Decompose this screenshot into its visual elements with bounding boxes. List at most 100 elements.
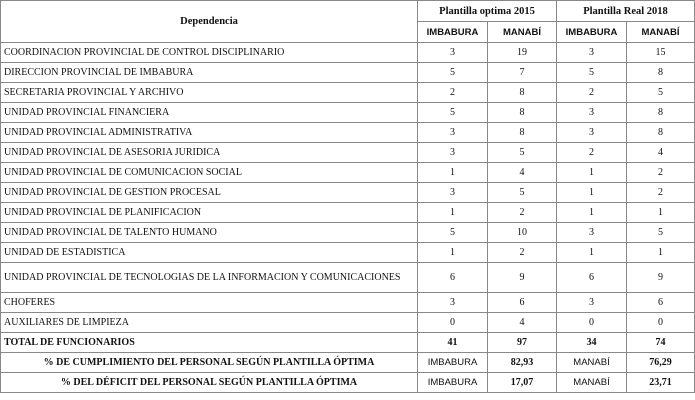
cell: 8 bbox=[626, 102, 695, 123]
header-row: Dependencia Plantilla optima 2015 Planti… bbox=[0, 0, 695, 43]
table-row: SECRETARIA PROVINCIAL Y ARCHIVO 2 8 2 5 bbox=[0, 82, 695, 103]
table-row: UNIDAD DE ESTADISTICA 1 2 1 1 bbox=[0, 242, 695, 263]
cell: 2 bbox=[486, 242, 558, 263]
cell: 5 bbox=[626, 82, 695, 103]
table-row: UNIDAD PROVINCIAL DE ASESORIA JURIDICA 3 5… bbox=[0, 142, 695, 163]
cell: 2 bbox=[556, 82, 628, 103]
cell: 4 bbox=[486, 312, 558, 333]
table-row: UNIDAD PROVINCIAL DE GESTION PROCESAL 3 5 1… bbox=[0, 182, 695, 203]
table-row: UNIDAD PROVINCIAL DE COMUNICACION SOCIAL… bbox=[0, 162, 695, 183]
cell: 34 bbox=[556, 332, 628, 353]
cell: 5 bbox=[417, 222, 488, 243]
row-label: UNIDAD PROVINCIAL DE GESTION PROCESAL bbox=[0, 182, 418, 203]
table-row: TOTAL DE FUNCIONARIOS 41 97 34 74 bbox=[0, 332, 695, 353]
cell: 3 bbox=[417, 42, 488, 63]
row-label: AUXILIARES DE LIMPIEZA bbox=[0, 312, 418, 333]
cell: 2 bbox=[417, 82, 488, 103]
cell: 0 bbox=[417, 312, 488, 333]
table-row: DIRECCION PROVINCIAL DE IMBABURA 5 7 5 8 bbox=[0, 62, 695, 83]
cell: 1 bbox=[556, 182, 628, 203]
cell: 8 bbox=[626, 122, 695, 143]
cell: 8 bbox=[486, 102, 558, 123]
row-label: UNIDAD PROVINCIAL DE TECNOLOGIAS DE LA I… bbox=[0, 262, 418, 293]
cell: 41 bbox=[417, 332, 488, 353]
cell: 6 bbox=[417, 262, 488, 293]
cell: 23,71 bbox=[626, 372, 695, 393]
cell: 76,29 bbox=[626, 352, 695, 373]
cell: 6 bbox=[626, 292, 695, 313]
cell: 3 bbox=[417, 122, 488, 143]
row-label: CHOFERES bbox=[0, 292, 418, 313]
cell: 3 bbox=[556, 122, 628, 143]
cell: 9 bbox=[486, 262, 558, 293]
header-cell: Dependencia bbox=[0, 0, 418, 43]
cell: IMBABURA bbox=[417, 352, 488, 373]
cell: 1 bbox=[417, 202, 488, 223]
cell: 6 bbox=[556, 262, 628, 293]
cell: 97 bbox=[486, 332, 558, 353]
cell: 5 bbox=[417, 102, 488, 123]
cell: 2 bbox=[626, 182, 695, 203]
cell: 5 bbox=[486, 142, 558, 163]
cell: 5 bbox=[556, 62, 628, 83]
row-label: UNIDAD PROVINCIAL ADMINISTRATIVA bbox=[0, 122, 418, 143]
cell: 8 bbox=[486, 82, 558, 103]
cell: 10 bbox=[486, 222, 558, 243]
table-row: UNIDAD PROVINCIAL ADMINISTRATIVA 3 8 3 8 bbox=[0, 122, 695, 143]
cell: 1 bbox=[417, 242, 488, 263]
cell: 1 bbox=[626, 242, 695, 263]
row-label: UNIDAD PROVINCIAL FINANCIERA bbox=[0, 102, 418, 123]
cell: 74 bbox=[626, 332, 695, 353]
header-cell: MANABÍ bbox=[486, 21, 558, 43]
cell: 2 bbox=[626, 162, 695, 183]
cell: MANABÍ bbox=[556, 372, 628, 393]
row-label: UNIDAD DE ESTADISTICA bbox=[0, 242, 418, 263]
header-cell: MANABÍ bbox=[626, 21, 695, 43]
table-body: COORDINACION PROVINCIAL DE CONTROL DISCI… bbox=[0, 42, 695, 393]
row-label: TOTAL DE FUNCIONARIOS bbox=[0, 332, 418, 353]
cell: MANABÍ bbox=[556, 352, 628, 373]
cell: 5 bbox=[486, 182, 558, 203]
cell: 3 bbox=[556, 222, 628, 243]
cell: 8 bbox=[626, 62, 695, 83]
cell: 15 bbox=[626, 42, 695, 63]
cell: 1 bbox=[417, 162, 488, 183]
cell: 5 bbox=[626, 222, 695, 243]
table-row: UNIDAD PROVINCIAL DE TECNOLOGIAS DE LA I… bbox=[0, 262, 695, 293]
cell: 3 bbox=[556, 102, 628, 123]
row-label: % DEL DÉFICIT DEL PERSONAL SEGÚN PLANTIL… bbox=[0, 372, 418, 393]
row-label: % DE CUMPLIMIENTO DEL PERSONAL SEGÚN PLA… bbox=[0, 352, 418, 373]
table-row: UNIDAD PROVINCIAL DE TALENTO HUMANO 5 10 3 5 bbox=[0, 222, 695, 243]
table-row: UNIDAD PROVINCIAL DE PLANIFICACION 1 2 1 1 bbox=[0, 202, 695, 223]
cell: 3 bbox=[417, 142, 488, 163]
table-row: UNIDAD PROVINCIAL FINANCIERA 5 8 3 8 bbox=[0, 102, 695, 123]
cell: 9 bbox=[626, 262, 695, 293]
cell: 1 bbox=[556, 202, 628, 223]
cell: 2 bbox=[556, 142, 628, 163]
cell: 8 bbox=[486, 122, 558, 143]
cell: 3 bbox=[417, 182, 488, 203]
cell: 1 bbox=[556, 242, 628, 263]
cell: 5 bbox=[417, 62, 488, 83]
row-label: UNIDAD PROVINCIAL DE TALENTO HUMANO bbox=[0, 222, 418, 243]
row-label: UNIDAD PROVINCIAL DE COMUNICACION SOCIAL bbox=[0, 162, 418, 183]
row-label: COORDINACION PROVINCIAL DE CONTROL DISCI… bbox=[0, 42, 418, 63]
header-cell: IMBABURA bbox=[556, 21, 628, 43]
cell: 6 bbox=[486, 292, 558, 313]
row-label: UNIDAD PROVINCIAL DE ASESORIA JURIDICA bbox=[0, 142, 418, 163]
cell: 82,93 bbox=[486, 352, 558, 373]
header-cell: Plantilla Real 2018 bbox=[556, 0, 695, 22]
cell: 3 bbox=[417, 292, 488, 313]
cell: 4 bbox=[626, 142, 695, 163]
cell: 7 bbox=[486, 62, 558, 83]
row-label: SECRETARIA PROVINCIAL Y ARCHIVO bbox=[0, 82, 418, 103]
table-row: % DE CUMPLIMIENTO DEL PERSONAL SEGÚN PLA… bbox=[0, 352, 695, 373]
header-row: IMBABURA MANABÍ IMBABURA MANABÍ bbox=[1, 21, 695, 43]
table-row: COORDINACION PROVINCIAL DE CONTROL DISCI… bbox=[0, 42, 695, 63]
row-label: DIRECCION PROVINCIAL DE IMBABURA bbox=[0, 62, 418, 83]
header-cell: Plantilla optima 2015 bbox=[416, 0, 558, 22]
cell: 2 bbox=[486, 202, 558, 223]
cell: IMBABURA bbox=[417, 372, 488, 393]
